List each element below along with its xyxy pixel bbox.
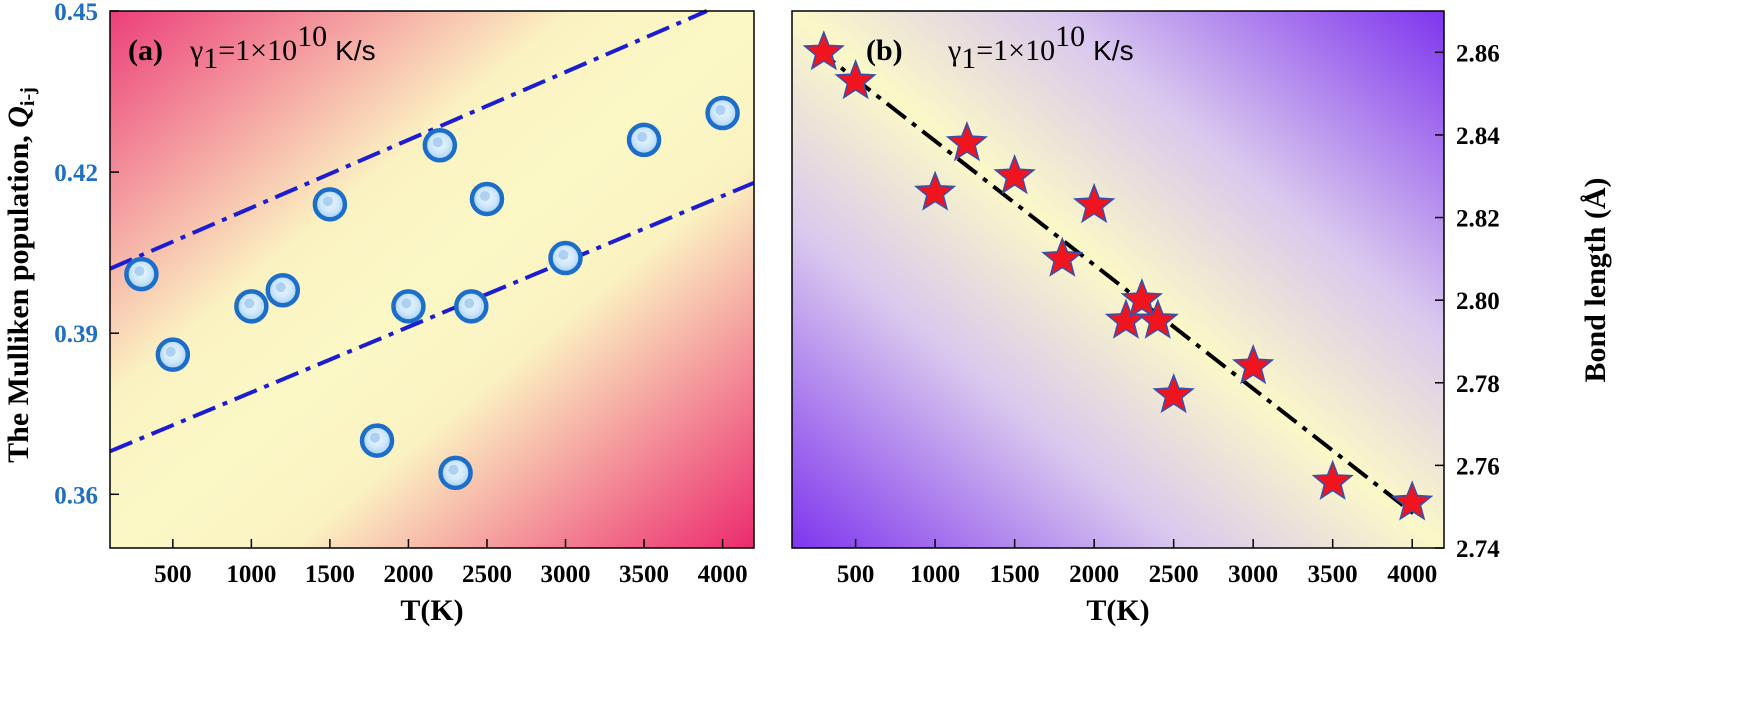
panel-b-y-tick-label: 2.82 [1456,206,1500,233]
panel-a-rate-annotation: γ1=1×1010 K/s [189,20,376,75]
panel-a-data-point [626,122,662,158]
panel-a-fit-line-2 [109,180,755,454]
panel-a-data-point [438,455,473,491]
panel-a-x-tick-label: 500 [154,561,192,588]
panel-b-data-point [913,170,957,211]
panel-a-data-point [705,95,740,131]
panel-b-y-tick-label: 2.74 [1456,536,1500,563]
panel-a-x-tick-label: 1000 [226,561,276,588]
panel-b-x-tick-label: 4000 [1387,561,1437,588]
panel-b-label: (b) [866,34,903,67]
panel-a-y-tick-label: 0.42 [54,160,98,187]
panel-b-y-tick-label: 2.80 [1456,288,1500,315]
panel-a-frame [109,10,755,549]
panel-b-plot-background [792,11,1444,548]
panel-a-label: (a) [128,34,163,67]
panel-b-data-point [1152,372,1195,414]
panel-b-x-tick-label: 2500 [1149,561,1199,588]
panel-b-data-point [1120,277,1164,319]
panel-b-data-point [1231,343,1275,385]
panel-a-data-point [155,337,191,372]
panel-a-x-tick-label: 2500 [462,561,512,588]
panel-b-data-point [1072,182,1116,224]
panel-a-x-axis-title: T(K) [400,594,463,627]
panel-b-data-point [1311,459,1354,500]
panel-b-x-tick-label: 1500 [990,561,1040,588]
panel-a-data-point [422,128,458,163]
panel-b-data-point [1041,236,1084,277]
panel-a-y-axis-title: The Mulliken population, Qi-j [2,87,39,463]
panel-b-x-axis-title: T(K) [1086,594,1149,627]
panel-b-data-point [945,120,989,162]
panel-b-data-point [834,58,877,100]
panel-b-y-tick-label: 2.76 [1456,453,1500,480]
panel-b-frame [791,10,1445,549]
panel-b-y-tick-label: 2.78 [1456,371,1500,398]
panel-a-data-point [234,289,269,324]
panel-a-x-tick-label: 2000 [383,561,433,588]
panel-b-fit-line-1 [814,46,1417,517]
panel-a-data-point [469,181,505,217]
panel-b-y-tick-label: 2.86 [1456,40,1500,67]
panel-b-x-tick-label: 500 [837,561,875,588]
panel-a: 500 1000 1500 2000 2500 3000 3500 4000 0.36 0.39… [2,0,755,627]
panel-b-rate-annotation: γ1=1×1010 K/s [947,20,1134,75]
panel-a-fit-line-1 [109,9,708,271]
panel-a-data-point [391,289,426,324]
panel-a-x-tick-label: 4000 [698,561,748,588]
panel-a-data-point [454,289,489,324]
panel-b-x-tick-label: 1000 [910,561,960,588]
panel-a-data-point [548,240,583,276]
panel-b-x-tick-label: 3000 [1228,561,1278,588]
panel-a-y-tick-label: 0.36 [54,482,98,509]
panel-a-x-tick-label: 1500 [305,561,355,588]
panel-a-data-point [312,187,348,222]
panel-a-x-tick-label: 3500 [619,561,669,588]
panel-b-data-point [993,153,1036,195]
panel-a-data-point [124,256,159,292]
panel-b-y-tick-label: 2.84 [1456,123,1500,150]
panel-a-y-tick-label: 0.39 [54,321,98,348]
panel-b-data-point [802,30,845,71]
panel-b: 500 1000 1500 2000 2500 3000 3500 4000 2.74 2.76… [791,10,1612,627]
panel-a-y-tick-label: 0.45 [54,0,98,26]
panel-a-data-point [265,272,301,308]
panel-a-plot-background [110,11,754,548]
panel-a-x-tick-label: 3000 [541,561,591,588]
panel-b-x-tick-label: 2000 [1069,561,1119,588]
panel-a-data-point [359,423,395,458]
panel-b-data-point [1136,298,1179,339]
panel-b-data-point [1391,480,1434,521]
panel-b-x-tick-label: 3500 [1308,561,1358,588]
panel-b-y-axis-title: Bond length (Å) [1579,177,1612,382]
